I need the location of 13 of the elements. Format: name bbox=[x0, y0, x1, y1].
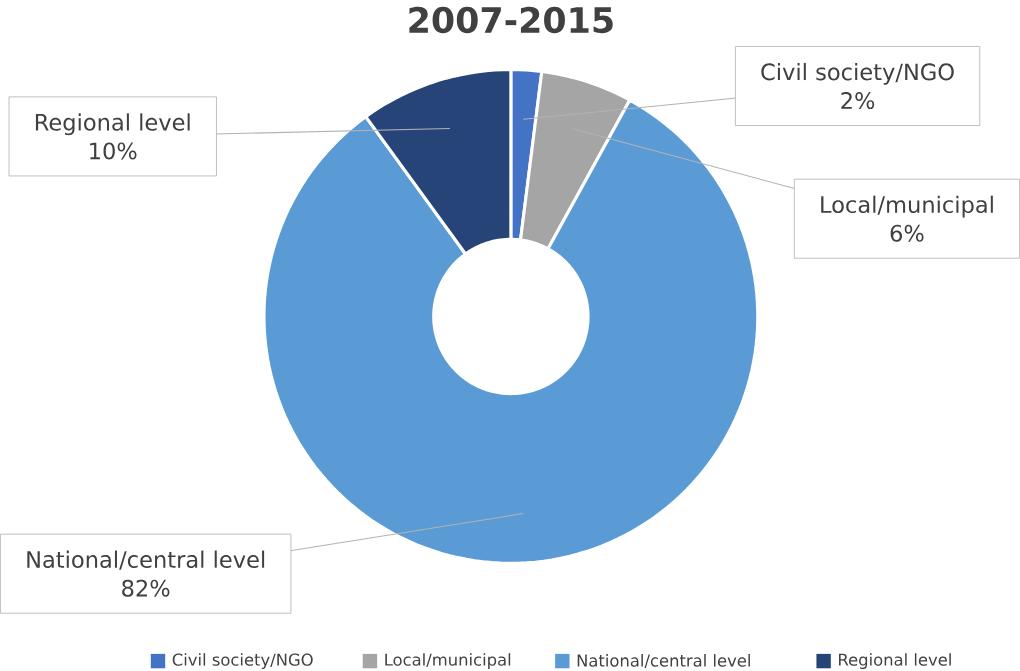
legend-label: Civil society/NGO bbox=[172, 653, 313, 669]
data-label: 82% bbox=[122, 579, 170, 597]
chart-title: 2007-2015 bbox=[409, 6, 613, 34]
slice-label: Civil society/NGO bbox=[761, 62, 954, 85]
slice-label: National/central level bbox=[27, 550, 265, 570]
data-label: 10% bbox=[90, 142, 137, 160]
legend-label: Regional level bbox=[839, 653, 951, 669]
slice-label: Local/municipal bbox=[821, 195, 993, 218]
data-label: 2% bbox=[841, 92, 875, 110]
slice-label: Regional level bbox=[35, 113, 190, 136]
data-label: 6% bbox=[890, 224, 924, 242]
legend-label: Local/municipal bbox=[385, 653, 511, 669]
legend-label: National/central level bbox=[577, 654, 750, 669]
